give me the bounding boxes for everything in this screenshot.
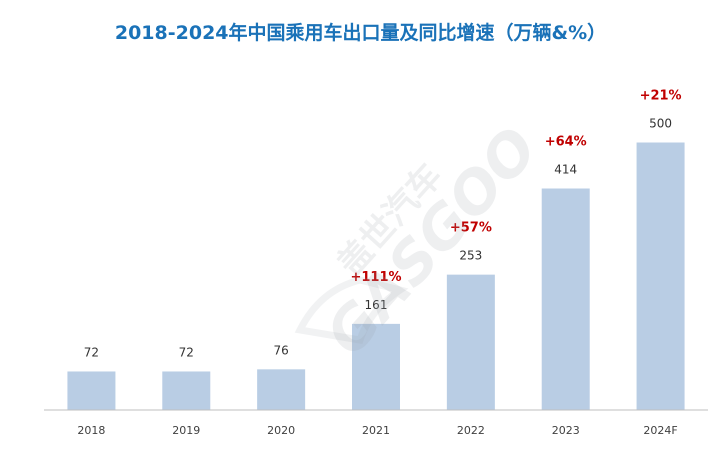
bar-2022 xyxy=(446,274,495,410)
x-tick-label-2024f: 2024F xyxy=(643,424,677,437)
growth-label-2024f: +21% xyxy=(640,89,682,104)
bar-2019 xyxy=(162,371,211,410)
value-label-2019: 72 xyxy=(179,345,194,359)
growth-label-2022: +57% xyxy=(450,221,492,236)
bar-2018 xyxy=(67,371,116,410)
x-tick-label-2020: 2020 xyxy=(267,424,295,437)
x-tick-label-2018: 2018 xyxy=(77,424,105,437)
x-tick-label-2021: 2021 xyxy=(362,424,390,437)
bar-2021 xyxy=(352,323,400,410)
x-tick-label-2022: 2022 xyxy=(457,424,485,437)
value-label-2018: 72 xyxy=(84,345,99,359)
bar-2024f xyxy=(636,142,685,410)
x-tick-label-2019: 2019 xyxy=(172,424,200,437)
value-label-2024f: 500 xyxy=(649,117,672,131)
chart-title: 2018-2024年中国乘用车出口量及同比增速（万辆&%） xyxy=(114,22,607,44)
bar-2020 xyxy=(257,369,306,410)
growth-label-2023: +64% xyxy=(545,135,587,150)
value-label-2022: 253 xyxy=(459,249,482,263)
growth-label-2021: +111% xyxy=(350,270,401,285)
bar-2023 xyxy=(541,188,590,410)
labels-layer: 72 2018 72 2019 76 2020 161 +111% 2021 253 +57% 202… xyxy=(77,89,681,438)
x-tick-label-2023: 2023 xyxy=(552,424,580,437)
value-label-2020: 76 xyxy=(274,343,289,357)
value-label-2021: 161 xyxy=(365,298,388,312)
value-label-2023: 414 xyxy=(554,163,577,177)
bars-layer xyxy=(67,142,685,410)
